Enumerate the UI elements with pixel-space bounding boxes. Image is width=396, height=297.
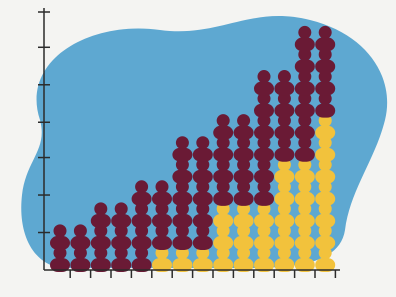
- person-head: [115, 202, 128, 215]
- person-body: [254, 214, 274, 228]
- person-body: [91, 214, 111, 228]
- person-body: [254, 104, 274, 118]
- person-body: [213, 170, 233, 184]
- person-body: [315, 82, 335, 96]
- person-body: [152, 236, 172, 250]
- person-body: [172, 192, 192, 206]
- person-body: [254, 236, 274, 250]
- person-body: [193, 236, 213, 250]
- person-body: [274, 214, 294, 228]
- person-body: [132, 236, 152, 250]
- person-body: [111, 214, 131, 228]
- person-body: [295, 148, 315, 162]
- person-body: [315, 37, 335, 51]
- person-head: [156, 180, 169, 193]
- person-head: [298, 26, 311, 39]
- person-body: [274, 104, 294, 118]
- person-body: [295, 170, 315, 184]
- person-body: [193, 148, 213, 162]
- person-body: [213, 192, 233, 206]
- person-body: [152, 214, 172, 228]
- person-body: [295, 126, 315, 140]
- person-body: [132, 214, 152, 228]
- person-head: [319, 26, 332, 39]
- person-head: [176, 136, 189, 149]
- person-body: [295, 214, 315, 228]
- person-body: [172, 214, 192, 228]
- person-body: [274, 148, 294, 162]
- person-body: [274, 126, 294, 140]
- person-body: [193, 192, 213, 206]
- person-body: [274, 82, 294, 96]
- person-body: [254, 126, 274, 140]
- person-body: [111, 236, 131, 250]
- person-head: [135, 180, 148, 193]
- person-head: [196, 136, 209, 149]
- person-body: [295, 104, 315, 118]
- person-head: [74, 224, 87, 237]
- person-body: [274, 170, 294, 184]
- person-body: [315, 126, 335, 140]
- person-body: [172, 148, 192, 162]
- person-body: [315, 148, 335, 162]
- person-body: [254, 170, 274, 184]
- person-body: [234, 214, 254, 228]
- person-body: [234, 170, 254, 184]
- person-body: [274, 192, 294, 206]
- person-body: [295, 37, 315, 51]
- person-body: [295, 192, 315, 206]
- person-head: [237, 114, 250, 127]
- person-body: [234, 192, 254, 206]
- person-head: [217, 114, 230, 127]
- person-body: [315, 236, 335, 250]
- person-body: [70, 236, 90, 250]
- person-body: [315, 104, 335, 118]
- person-body: [234, 126, 254, 140]
- person-body: [152, 192, 172, 206]
- person-body: [213, 126, 233, 140]
- person-body: [315, 214, 335, 228]
- person-body: [254, 82, 274, 96]
- person-body: [315, 192, 335, 206]
- chart: [0, 0, 396, 297]
- person-body: [172, 236, 192, 250]
- person-body: [193, 214, 213, 228]
- person-body: [213, 236, 233, 250]
- person-body: [213, 214, 233, 228]
- person-body: [50, 236, 70, 250]
- person-body: [254, 192, 274, 206]
- person-body: [295, 82, 315, 96]
- person-body: [315, 170, 335, 184]
- person-body: [234, 148, 254, 162]
- person-head: [94, 202, 107, 215]
- person-body: [315, 59, 335, 73]
- person-body: [274, 236, 294, 250]
- person-body: [234, 236, 254, 250]
- person-head: [54, 224, 67, 237]
- person-body: [213, 148, 233, 162]
- person-body: [295, 236, 315, 250]
- person-body: [132, 192, 152, 206]
- person-head: [278, 70, 291, 83]
- person-body: [91, 236, 111, 250]
- person-body: [193, 170, 213, 184]
- person-head: [258, 70, 271, 83]
- person-body: [295, 59, 315, 73]
- person-body: [254, 148, 274, 162]
- person-body: [172, 170, 192, 184]
